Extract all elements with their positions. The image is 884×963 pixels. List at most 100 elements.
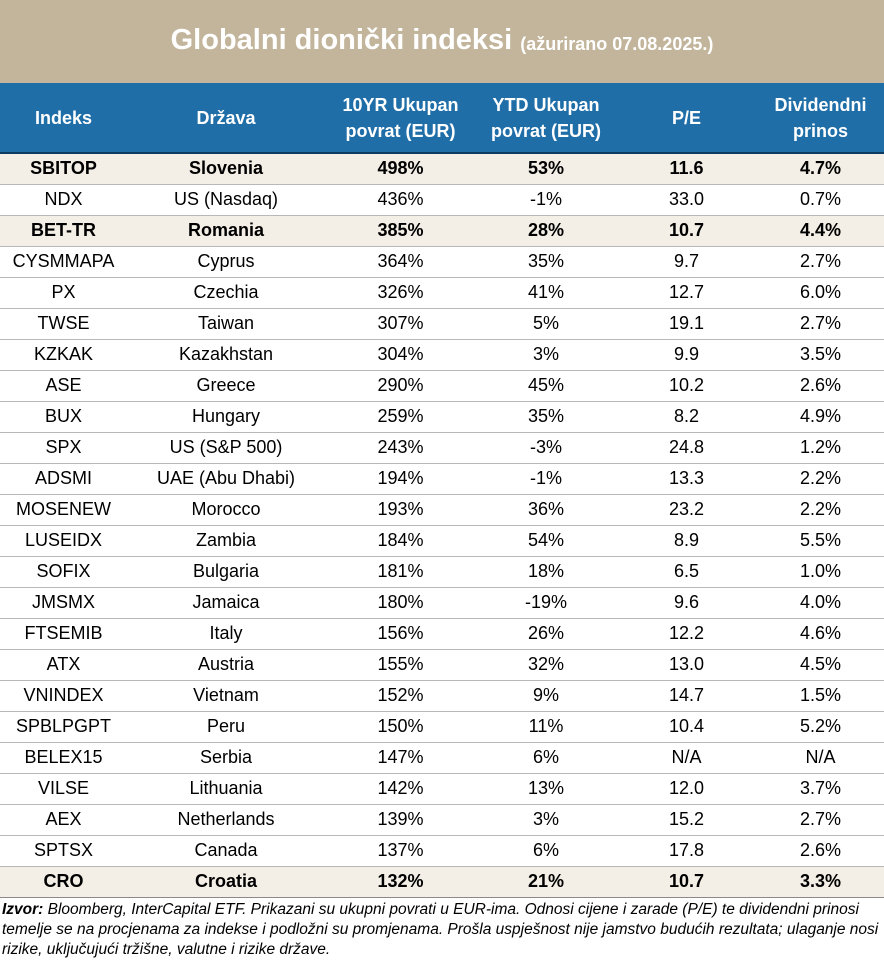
cell-10yr-return: 193% [325, 494, 476, 526]
table-row: VNINDEX Vietnam 152% 9% 14.7 1.5% [0, 680, 884, 712]
cell-pe: 12.0 [616, 773, 757, 805]
cell-country: Morocco [127, 494, 325, 526]
cell-dividend-yield: 1.0% [757, 556, 884, 588]
cell-10yr-return: 436% [325, 184, 476, 216]
cell-10yr-return: 385% [325, 215, 476, 247]
cell-10yr-return: 243% [325, 432, 476, 464]
column-header-dividend-yield: Dividendni prinos [757, 83, 884, 154]
table-row: LUSEIDX Zambia 184% 54% 8.9 5.5% [0, 525, 884, 557]
table-row: BET-TR Romania 385% 28% 10.7 4.4% [0, 215, 884, 247]
cell-index: ADSMI [0, 463, 127, 495]
cell-index: AEX [0, 804, 127, 836]
cell-10yr-return: 150% [325, 711, 476, 743]
cell-country: Peru [127, 711, 325, 743]
cell-dividend-yield: 0.7% [757, 184, 884, 216]
cell-10yr-return: 194% [325, 463, 476, 495]
table-row: AEX Netherlands 139% 3% 15.2 2.7% [0, 804, 884, 836]
cell-country: Bulgaria [127, 556, 325, 588]
cell-dividend-yield: 4.7% [757, 153, 884, 185]
cell-dividend-yield: 2.7% [757, 308, 884, 340]
cell-index: VNINDEX [0, 680, 127, 712]
table-header: Indeks Država 10YR Ukupan povrat (EUR) YT… [0, 83, 884, 154]
cell-dividend-yield: 1.2% [757, 432, 884, 464]
cell-ytd-return: 21% [476, 866, 616, 898]
cell-pe: 10.2 [616, 370, 757, 402]
cell-ytd-return: 54% [476, 525, 616, 557]
column-header-index: Indeks [0, 83, 127, 154]
cell-country: Greece [127, 370, 325, 402]
cell-index: BET-TR [0, 215, 127, 247]
cell-pe: 9.7 [616, 246, 757, 278]
table-row: CRO Croatia 132% 21% 10.7 3.3% [0, 866, 884, 898]
column-header-pe: P/E [616, 83, 757, 154]
table-row: CYSMMAPA Cyprus 364% 35% 9.7 2.7% [0, 246, 884, 278]
cell-10yr-return: 139% [325, 804, 476, 836]
cell-dividend-yield: 4.6% [757, 618, 884, 650]
cell-pe: 11.6 [616, 153, 757, 185]
cell-10yr-return: 147% [325, 742, 476, 774]
cell-ytd-return: 45% [476, 370, 616, 402]
cell-ytd-return: 41% [476, 277, 616, 309]
cell-index: CRO [0, 866, 127, 898]
table-row: SBITOP Slovenia 498% 53% 11.6 4.7% [0, 153, 884, 185]
cell-country: Taiwan [127, 308, 325, 340]
table-row: SPBLPGPT Peru 150% 11% 10.4 5.2% [0, 711, 884, 743]
cell-dividend-yield: N/A [757, 742, 884, 774]
table-row: VILSE Lithuania 142% 13% 12.0 3.7% [0, 773, 884, 805]
table-row: JMSMX Jamaica 180% -19% 9.6 4.0% [0, 587, 884, 619]
table-row: BUX Hungary 259% 35% 8.2 4.9% [0, 401, 884, 433]
cell-dividend-yield: 3.3% [757, 866, 884, 898]
cell-10yr-return: 184% [325, 525, 476, 557]
cell-country: Lithuania [127, 773, 325, 805]
cell-dividend-yield: 4.4% [757, 215, 884, 247]
cell-country: Hungary [127, 401, 325, 433]
cell-10yr-return: 326% [325, 277, 476, 309]
cell-country: UAE (Abu Dhabi) [127, 463, 325, 495]
cell-index: ASE [0, 370, 127, 402]
cell-country: Canada [127, 835, 325, 867]
cell-dividend-yield: 5.2% [757, 711, 884, 743]
footnote: Izvor: Bloomberg, InterCapital ETF. Prik… [0, 898, 884, 960]
cell-10yr-return: 180% [325, 587, 476, 619]
cell-pe: 13.3 [616, 463, 757, 495]
cell-country: Croatia [127, 866, 325, 898]
cell-pe: 8.2 [616, 401, 757, 433]
table-row: NDX US (Nasdaq) 436% -1% 33.0 0.7% [0, 184, 884, 216]
cell-country: US (S&P 500) [127, 432, 325, 464]
cell-dividend-yield: 4.9% [757, 401, 884, 433]
table-row: PX Czechia 326% 41% 12.7 6.0% [0, 277, 884, 309]
cell-ytd-return: 6% [476, 835, 616, 867]
cell-dividend-yield: 3.5% [757, 339, 884, 371]
cell-pe: 6.5 [616, 556, 757, 588]
cell-index: MOSENEW [0, 494, 127, 526]
title-bar: Globalni dionički indeksi (ažurirano 07.… [0, 0, 884, 83]
cell-index: PX [0, 277, 127, 309]
cell-index: SOFIX [0, 556, 127, 588]
cell-dividend-yield: 2.2% [757, 463, 884, 495]
cell-country: Austria [127, 649, 325, 681]
cell-pe: 12.2 [616, 618, 757, 650]
column-header-country: Država [127, 83, 325, 154]
cell-10yr-return: 156% [325, 618, 476, 650]
cell-pe: 15.2 [616, 804, 757, 836]
cell-ytd-return: 18% [476, 556, 616, 588]
cell-country: Vietnam [127, 680, 325, 712]
cell-country: Czechia [127, 277, 325, 309]
cell-country: Slovenia [127, 153, 325, 185]
cell-country: US (Nasdaq) [127, 184, 325, 216]
cell-ytd-return: -1% [476, 184, 616, 216]
table-body: SBITOP Slovenia 498% 53% 11.6 4.7% NDX US (Nasd… [0, 153, 884, 898]
cell-10yr-return: 142% [325, 773, 476, 805]
column-header-ytd-return: YTD Ukupan povrat (EUR) [476, 83, 616, 154]
cell-index: NDX [0, 184, 127, 216]
cell-index: ATX [0, 649, 127, 681]
cell-ytd-return: 3% [476, 339, 616, 371]
cell-ytd-return: 13% [476, 773, 616, 805]
cell-pe: 10.7 [616, 866, 757, 898]
cell-index: KZKAK [0, 339, 127, 371]
cell-ytd-return: 11% [476, 711, 616, 743]
cell-dividend-yield: 4.5% [757, 649, 884, 681]
cell-ytd-return: 26% [476, 618, 616, 650]
cell-index: TWSE [0, 308, 127, 340]
cell-index: CYSMMAPA [0, 246, 127, 278]
